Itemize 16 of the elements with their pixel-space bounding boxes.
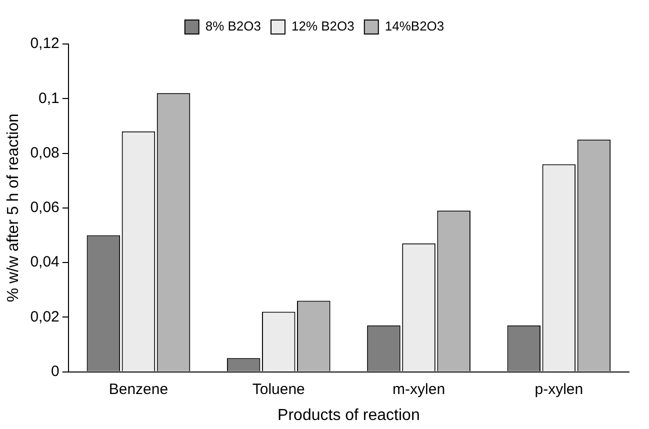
legend-label: 14%B2O3: [384, 18, 444, 34]
y-tick-label: 0,02: [30, 308, 60, 326]
y-tick-label: 0,04: [30, 254, 60, 271]
y-axis-title: % w/w after 5 h of reaction: [5, 114, 22, 302]
legend-label: 8% B2O3: [205, 18, 262, 34]
y-tick-label: 0,08: [30, 144, 60, 162]
x-tick-label: m-xylen: [392, 380, 446, 398]
y-tick-label: 0,06: [30, 199, 60, 216]
y-tick-label: 0: [51, 362, 60, 380]
x-axis-title: Products of reaction: [278, 406, 420, 424]
x-tick-label: Benzene: [108, 380, 168, 398]
y-tick-label: 0,1: [38, 90, 60, 107]
legend-label: 12% B2O3: [292, 18, 354, 34]
x-tick-label: Toluene: [252, 380, 305, 398]
x-tick-label: p-xylen: [534, 380, 584, 398]
y-tick-label: 0,12: [30, 35, 60, 52]
